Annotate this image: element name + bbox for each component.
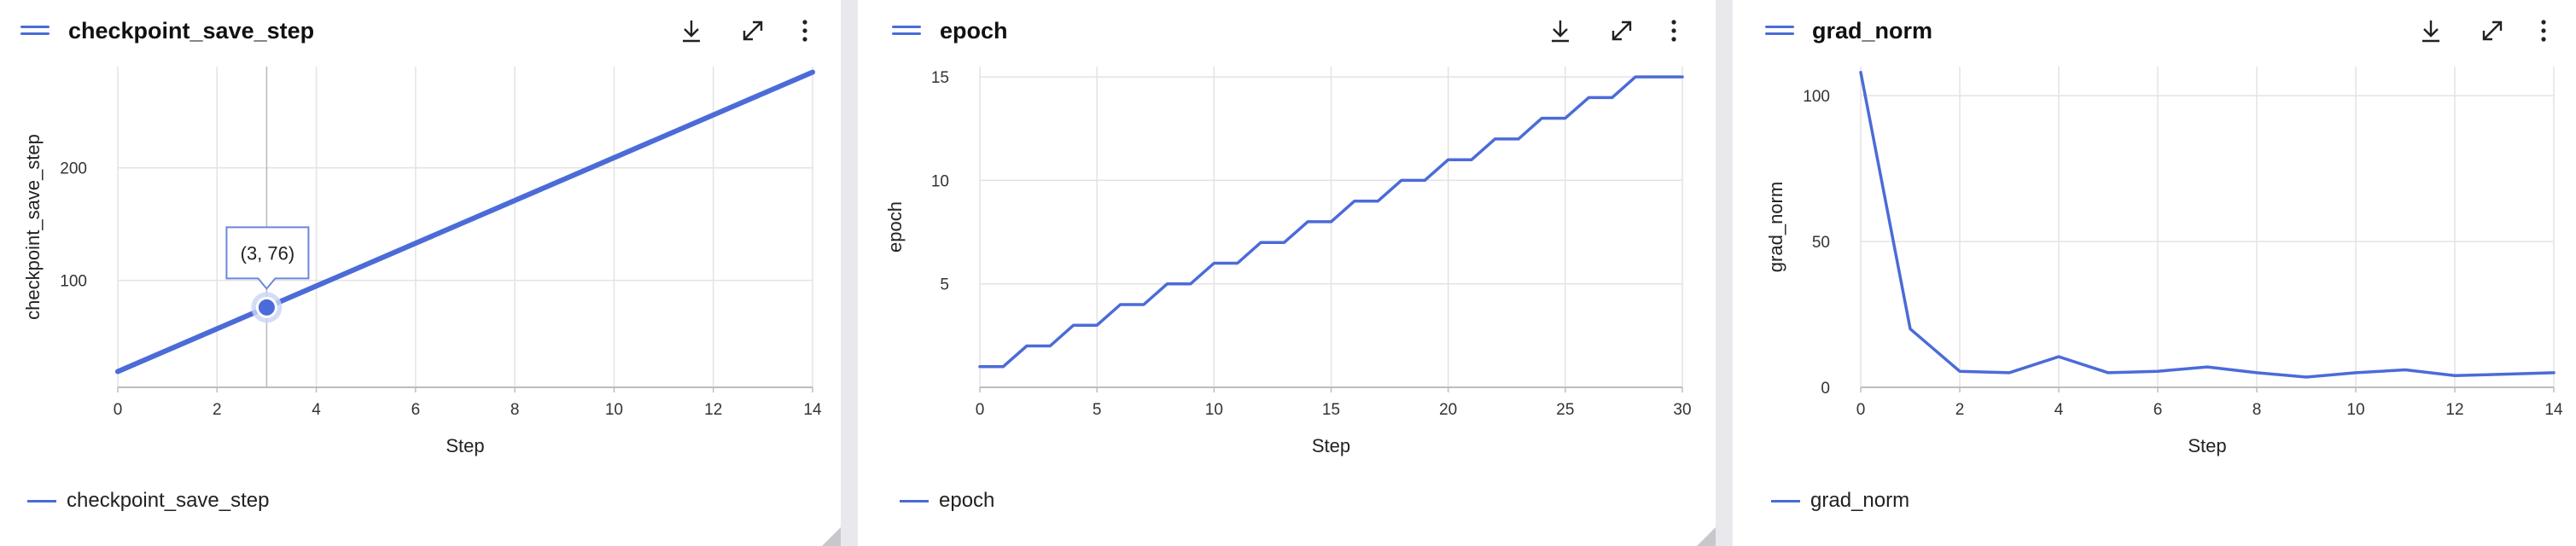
x-tick-label: 15 [1322, 401, 1340, 419]
x-tick-label: 10 [2346, 401, 2364, 419]
x-tick-label: 2 [213, 401, 222, 419]
x-tick-label: 20 [1439, 401, 1457, 419]
chart-legend: epoch [900, 488, 994, 514]
series-line[interactable] [115, 69, 815, 375]
legend-label: grad_norm [1810, 489, 1910, 512]
x-tick-label: 14 [2544, 401, 2563, 419]
panel-header: checkpoint_save_step [0, 0, 841, 61]
x-tick-label: 12 [2445, 401, 2463, 419]
panel-title: grad_norm [1812, 18, 1933, 44]
line-chart-checkpoint-save-step[interactable]: 0 2 4 6 8 10 12 14 100 200 Step checkpoint_save_ste… [0, 61, 841, 471]
download-icon [1552, 20, 1569, 43]
y-tick-label: 200 [60, 160, 87, 178]
download-icon [683, 20, 700, 43]
line-chart-epoch[interactable]: 0 5 10 15 20 25 30 5 10 15 Step epoch [858, 61, 1716, 471]
x-tick-label: 4 [312, 401, 321, 419]
download-button[interactable] [1543, 14, 1577, 48]
y-tick-label: 5 [940, 276, 949, 294]
more-vertical-icon [1671, 20, 1676, 42]
x-tick-label: 8 [2253, 401, 2262, 419]
y-tick-label: 0 [1821, 380, 1830, 398]
legend-label: epoch [939, 489, 995, 512]
more-options-button[interactable] [788, 14, 822, 48]
expand-button[interactable] [1605, 14, 1639, 48]
expand-icon [743, 20, 763, 41]
resize-handle[interactable] [1697, 527, 1716, 546]
tooltip-box [225, 226, 310, 290]
more-vertical-icon [802, 20, 807, 42]
line-chart-grad-norm[interactable]: 0 2 4 6 8 10 12 14 0 50 100 Step grad_norm [1733, 61, 2576, 471]
x-axis-title: Step [446, 435, 484, 456]
y-axis-title: epoch [884, 201, 906, 253]
resize-handle[interactable] [822, 527, 841, 546]
x-tick-label: 0 [114, 401, 123, 419]
x-tick-label: 0 [1856, 401, 1866, 419]
panel-title: epoch [940, 18, 1008, 44]
x-tick-label: 2 [1955, 401, 1965, 419]
y-tick-label: 50 [1812, 234, 1830, 252]
x-tick-label: 10 [1205, 401, 1223, 419]
legend-label: checkpoint_save_step [67, 489, 270, 512]
x-tick-label: 0 [976, 401, 985, 419]
x-axis-title: Step [1312, 435, 1350, 456]
x-axis-title: Step [2188, 435, 2226, 456]
chart-legend: grad_norm [1771, 488, 1909, 514]
legend-swatch [27, 499, 56, 502]
drag-handle-icon[interactable] [1765, 26, 1794, 36]
resize-corner-icon [822, 527, 841, 546]
more-options-button[interactable] [2526, 14, 2561, 48]
more-vertical-icon [2541, 20, 2546, 42]
y-tick-label: 10 [931, 172, 949, 190]
x-tick-label: 6 [411, 401, 421, 419]
x-tick-label: 10 [605, 401, 623, 419]
download-icon [2422, 20, 2439, 43]
panel-header: grad_norm [1733, 0, 2576, 61]
series-line[interactable] [978, 75, 1684, 369]
x-tick-label: 6 [2153, 401, 2163, 419]
y-tick-label: 15 [931, 69, 949, 87]
x-tick-label: 14 [803, 401, 822, 419]
y-axis-title: grad_norm [1765, 182, 1786, 272]
download-button[interactable] [674, 14, 708, 48]
x-tick-label: 12 [704, 401, 722, 419]
chart-panel-checkpoint-save-step: checkpoint_save_step 0 2 4 6 8 10 12 14 100 200 St… [0, 0, 841, 546]
expand-button[interactable] [2475, 14, 2509, 48]
expand-icon [1611, 20, 1632, 41]
y-axis-title: checkpoint_save_step [22, 134, 44, 320]
drag-handle-icon[interactable] [20, 26, 50, 36]
legend-swatch [900, 499, 929, 502]
drag-handle-icon[interactable] [892, 26, 921, 36]
x-tick-label: 4 [2054, 401, 2064, 419]
chart-panel-grad-norm: grad_norm 0 2 4 6 8 10 12 14 0 50 100 Step grad_norm… [1733, 0, 2576, 546]
expand-button[interactable] [736, 14, 770, 48]
y-tick-label: 100 [1803, 88, 1830, 106]
legend-swatch [1771, 499, 1800, 502]
hover-tooltip: (3, 76) [225, 226, 310, 290]
chart-panel-epoch: epoch 0 5 10 15 20 25 30 5 10 15 Step epoch epoch [858, 0, 1716, 546]
resize-corner-icon [1697, 527, 1716, 546]
download-button[interactable] [2414, 14, 2448, 48]
panel-header: epoch [858, 0, 1716, 61]
series-line[interactable] [1859, 71, 2556, 379]
x-tick-label: 30 [1673, 401, 1691, 419]
more-options-button[interactable] [1657, 14, 1691, 48]
expand-icon [2482, 20, 2503, 41]
tooltip-text: (3, 76) [241, 242, 295, 264]
x-tick-label: 8 [510, 401, 520, 419]
chart-legend: checkpoint_save_step [27, 488, 270, 514]
x-tick-label: 25 [1556, 401, 1574, 419]
y-tick-label: 100 [60, 273, 87, 291]
panel-title: checkpoint_save_step [68, 18, 315, 44]
x-tick-label: 5 [1093, 401, 1102, 419]
hover-point[interactable] [255, 296, 277, 318]
